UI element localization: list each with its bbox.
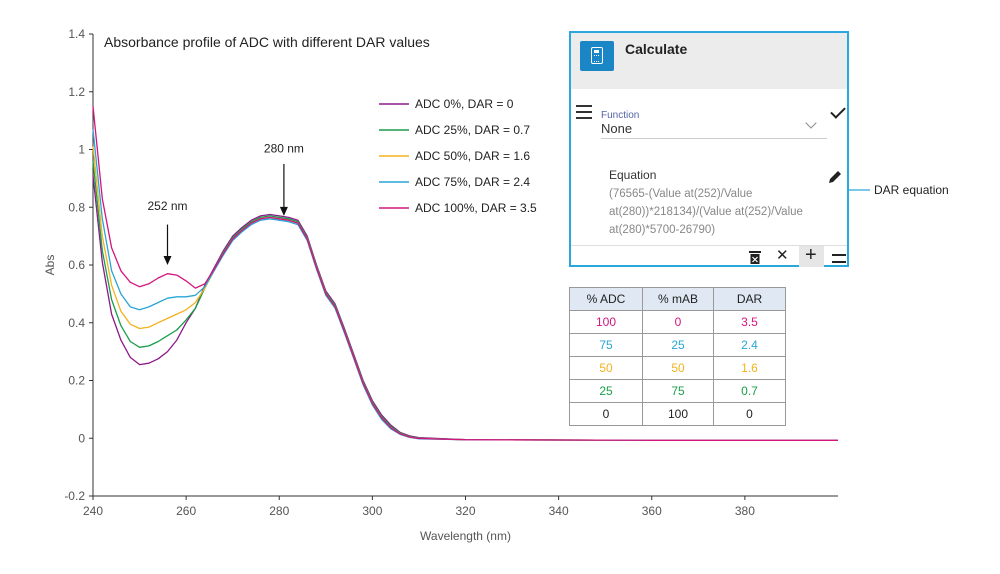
legend-label: ADC 75%, DAR = 2.4 [415, 175, 530, 189]
cell-dar: 0.7 [713, 379, 786, 403]
y-tick-label: 1.4 [68, 27, 85, 41]
cell-adc: 75 [569, 333, 643, 357]
calculate-header: Calculate [571, 33, 847, 89]
peak-annotation-label: 280 nm [264, 141, 304, 155]
y-tick-label: 0.4 [68, 316, 85, 330]
peak-annotation-label: 252 nm [147, 199, 187, 213]
table-row: 100 0 3.5 [569, 310, 786, 334]
legend-label: ADC 25%, DAR = 0.7 [415, 123, 530, 137]
table-row: 50 50 1.6 [569, 356, 786, 380]
y-tick-label: 1.2 [68, 85, 85, 99]
cell-mab: 0 [642, 310, 714, 334]
series-line [92, 106, 838, 441]
cell-adc: 25 [569, 379, 643, 403]
calculator-icon [580, 41, 614, 71]
cell-dar: 2.4 [713, 333, 786, 357]
cell-adc: 100 [569, 310, 643, 334]
trash-icon[interactable] [749, 251, 761, 264]
y-tick-label: 0.6 [68, 258, 85, 272]
peak-arrow-head [279, 206, 288, 216]
header-mab: % mAB [642, 287, 714, 311]
y-tick-label: 0.8 [68, 200, 85, 214]
cell-adc: 0 [569, 402, 643, 426]
table-row: 0 100 0 [569, 402, 786, 426]
legend-label: ADC 0%, DAR = 0 [415, 97, 514, 111]
x-tick-label: 280 [269, 504, 289, 518]
x-tick-label: 320 [455, 504, 475, 518]
legend-label: ADC 100%, DAR = 3.5 [415, 201, 537, 215]
header-adc: % ADC [569, 287, 643, 311]
chart-title: Absorbance profile of ADC with different… [104, 34, 430, 50]
cell-dar: 1.6 [713, 356, 786, 380]
x-axis-title: Wavelength (nm) [420, 529, 511, 543]
table-row: 75 25 2.4 [569, 333, 786, 357]
cell-mab: 50 [642, 356, 714, 380]
x-tick-label: 300 [362, 504, 382, 518]
dar-equation-callout: DAR equation [874, 183, 949, 197]
cell-dar: 0 [713, 402, 786, 426]
equation-text[interactable]: (76565-(Value at(252)/Value at(280))*218… [609, 185, 834, 239]
legend-label: ADC 50%, DAR = 1.6 [415, 149, 530, 163]
function-underline [601, 138, 827, 139]
menu-lines-icon[interactable] [576, 105, 592, 119]
calculate-title: Calculate [625, 41, 688, 57]
x-tick-label: 260 [176, 504, 196, 518]
dar-table: % ADC % mAB DAR 100 0 3.5 75 25 2.4 50 5… [569, 287, 786, 426]
cell-adc: 50 [569, 356, 643, 380]
cell-dar: 3.5 [713, 310, 786, 334]
pencil-icon[interactable] [827, 169, 843, 185]
function-label: Function [601, 110, 640, 121]
series-line [92, 161, 838, 441]
table-header-row: % ADC % mAB DAR [569, 287, 786, 311]
equation-line: at(280)*5700-26790) [609, 224, 716, 236]
y-tick-label: 0 [78, 431, 85, 445]
header-dar: DAR [713, 287, 786, 311]
equation-line: at(280))*218134)/(Value at(252)/Value [609, 206, 803, 218]
y-tick-label: -0.2 [64, 489, 85, 503]
x-tick-label: 380 [735, 504, 755, 518]
calculate-footer: ✕ + [571, 244, 847, 268]
plus-icon: + [805, 244, 817, 266]
x-tick-label: 240 [83, 504, 103, 518]
equals-icon[interactable] [832, 254, 846, 263]
equation-label: Equation [609, 168, 657, 182]
y-tick-label: 0.2 [68, 374, 85, 388]
cell-mab: 75 [642, 379, 714, 403]
x-tick-label: 340 [549, 504, 569, 518]
calculate-panel: Calculate Function None Equation (76565-… [569, 31, 849, 267]
cell-mab: 25 [642, 333, 714, 357]
check-icon[interactable] [830, 103, 846, 119]
table-row: 25 75 0.7 [569, 379, 786, 403]
close-icon[interactable]: ✕ [776, 247, 789, 264]
peak-arrow-head [163, 256, 172, 265]
function-select-value[interactable]: None [601, 121, 633, 136]
x-tick-label: 360 [642, 504, 662, 518]
y-axis-title: Abs [43, 255, 57, 276]
y-tick-label: 1 [78, 143, 85, 157]
add-button[interactable]: + [799, 244, 824, 267]
equation-line: (76565-(Value at(252)/Value [609, 188, 753, 200]
chevron-down-icon[interactable] [805, 117, 817, 129]
cell-mab: 100 [642, 402, 714, 426]
